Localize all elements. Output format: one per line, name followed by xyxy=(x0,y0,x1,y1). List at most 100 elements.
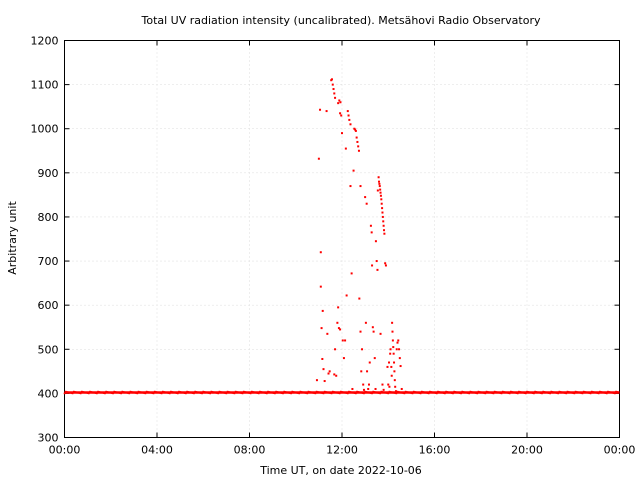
baseline-point xyxy=(537,391,540,394)
baseline-point xyxy=(177,392,179,395)
data-point xyxy=(332,88,335,91)
baseline-point xyxy=(516,392,519,395)
baseline-point xyxy=(82,391,84,393)
baseline-point xyxy=(424,391,427,394)
baseline-point xyxy=(543,391,546,393)
data-point xyxy=(339,112,342,115)
data-point xyxy=(367,383,370,386)
baseline-point xyxy=(290,392,292,395)
data-point xyxy=(354,128,357,131)
data-point xyxy=(321,309,324,312)
data-point xyxy=(354,129,357,132)
baseline-point xyxy=(86,392,89,394)
baseline-point xyxy=(301,391,304,393)
chart-title: Total UV radiation intensity (uncalibrat… xyxy=(141,14,541,27)
data-point xyxy=(365,202,368,205)
baseline-point xyxy=(180,391,183,393)
baseline-point xyxy=(241,392,244,395)
baseline-point xyxy=(172,391,174,393)
baseline-point xyxy=(594,391,597,394)
baseline-point xyxy=(122,391,125,393)
baseline-point xyxy=(84,391,87,394)
baseline-point xyxy=(260,391,262,393)
baseline-point xyxy=(207,392,209,394)
baseline-point xyxy=(131,391,134,393)
data-point xyxy=(393,379,396,382)
baseline-point xyxy=(350,391,353,393)
baseline-point xyxy=(485,390,488,393)
baseline-point xyxy=(371,392,373,395)
data-point xyxy=(344,147,347,150)
baseline-point xyxy=(215,392,217,394)
baseline-point xyxy=(346,392,349,395)
baseline-point xyxy=(588,392,591,394)
baseline-point xyxy=(470,391,473,393)
baseline-point xyxy=(414,391,416,393)
baseline-series xyxy=(63,390,620,395)
data-point xyxy=(337,306,340,309)
baseline-point xyxy=(283,390,285,393)
baseline-point xyxy=(182,392,185,394)
baseline-point xyxy=(363,392,365,395)
data-point xyxy=(320,327,323,330)
baseline-point xyxy=(91,391,94,393)
baseline-point xyxy=(106,391,109,393)
baseline-point xyxy=(475,392,477,394)
baseline-point xyxy=(616,391,618,393)
baseline-point xyxy=(230,391,232,394)
baseline-point xyxy=(601,391,603,393)
baseline-point xyxy=(558,390,561,393)
baseline-point xyxy=(564,392,566,394)
baseline-point xyxy=(394,392,396,394)
y-tick-label: 400 xyxy=(38,387,59,400)
baseline-point xyxy=(189,391,192,394)
baseline-point xyxy=(96,392,98,395)
baseline-point xyxy=(556,392,558,394)
y-tick-label: 600 xyxy=(38,299,59,312)
baseline-point xyxy=(529,391,532,394)
baseline-point xyxy=(609,391,612,393)
x-tick-label: 20:00 xyxy=(511,444,543,457)
baseline-point xyxy=(309,391,312,393)
baseline-point xyxy=(214,391,216,394)
baseline-point xyxy=(382,391,385,393)
baseline-point xyxy=(439,391,442,393)
baseline-point xyxy=(103,392,105,394)
baseline-point xyxy=(399,391,401,393)
baseline-point xyxy=(210,390,213,393)
baseline-point xyxy=(463,391,466,393)
baseline-point xyxy=(430,391,432,393)
baseline-point xyxy=(157,391,159,394)
baseline-point xyxy=(614,392,616,395)
baseline-point xyxy=(519,391,521,393)
baseline-point xyxy=(140,391,142,393)
baseline-point xyxy=(119,392,121,394)
baseline-point xyxy=(518,390,520,393)
data-point xyxy=(336,321,339,324)
baseline-point xyxy=(130,391,133,393)
baseline-point xyxy=(275,390,277,393)
baseline-point xyxy=(274,392,276,395)
baseline-point xyxy=(188,391,191,393)
baseline-point xyxy=(555,392,557,394)
data-point xyxy=(381,215,384,218)
baseline-point xyxy=(211,391,214,393)
baseline-point xyxy=(389,391,392,393)
baseline-point xyxy=(183,392,186,394)
data-point xyxy=(339,101,342,104)
baseline-point xyxy=(126,392,128,394)
data-point xyxy=(331,83,334,86)
baseline-point xyxy=(311,391,313,394)
baseline-point xyxy=(387,392,390,395)
baseline-point xyxy=(200,392,202,394)
baseline-point xyxy=(185,392,187,395)
baseline-point xyxy=(319,391,321,394)
baseline-point xyxy=(320,392,322,394)
baseline-point xyxy=(590,390,593,393)
data-point xyxy=(379,191,382,194)
baseline-point xyxy=(272,392,275,394)
baseline-point xyxy=(572,392,575,394)
data-point xyxy=(359,185,362,188)
baseline-point xyxy=(560,391,563,393)
baseline-point xyxy=(153,390,156,393)
